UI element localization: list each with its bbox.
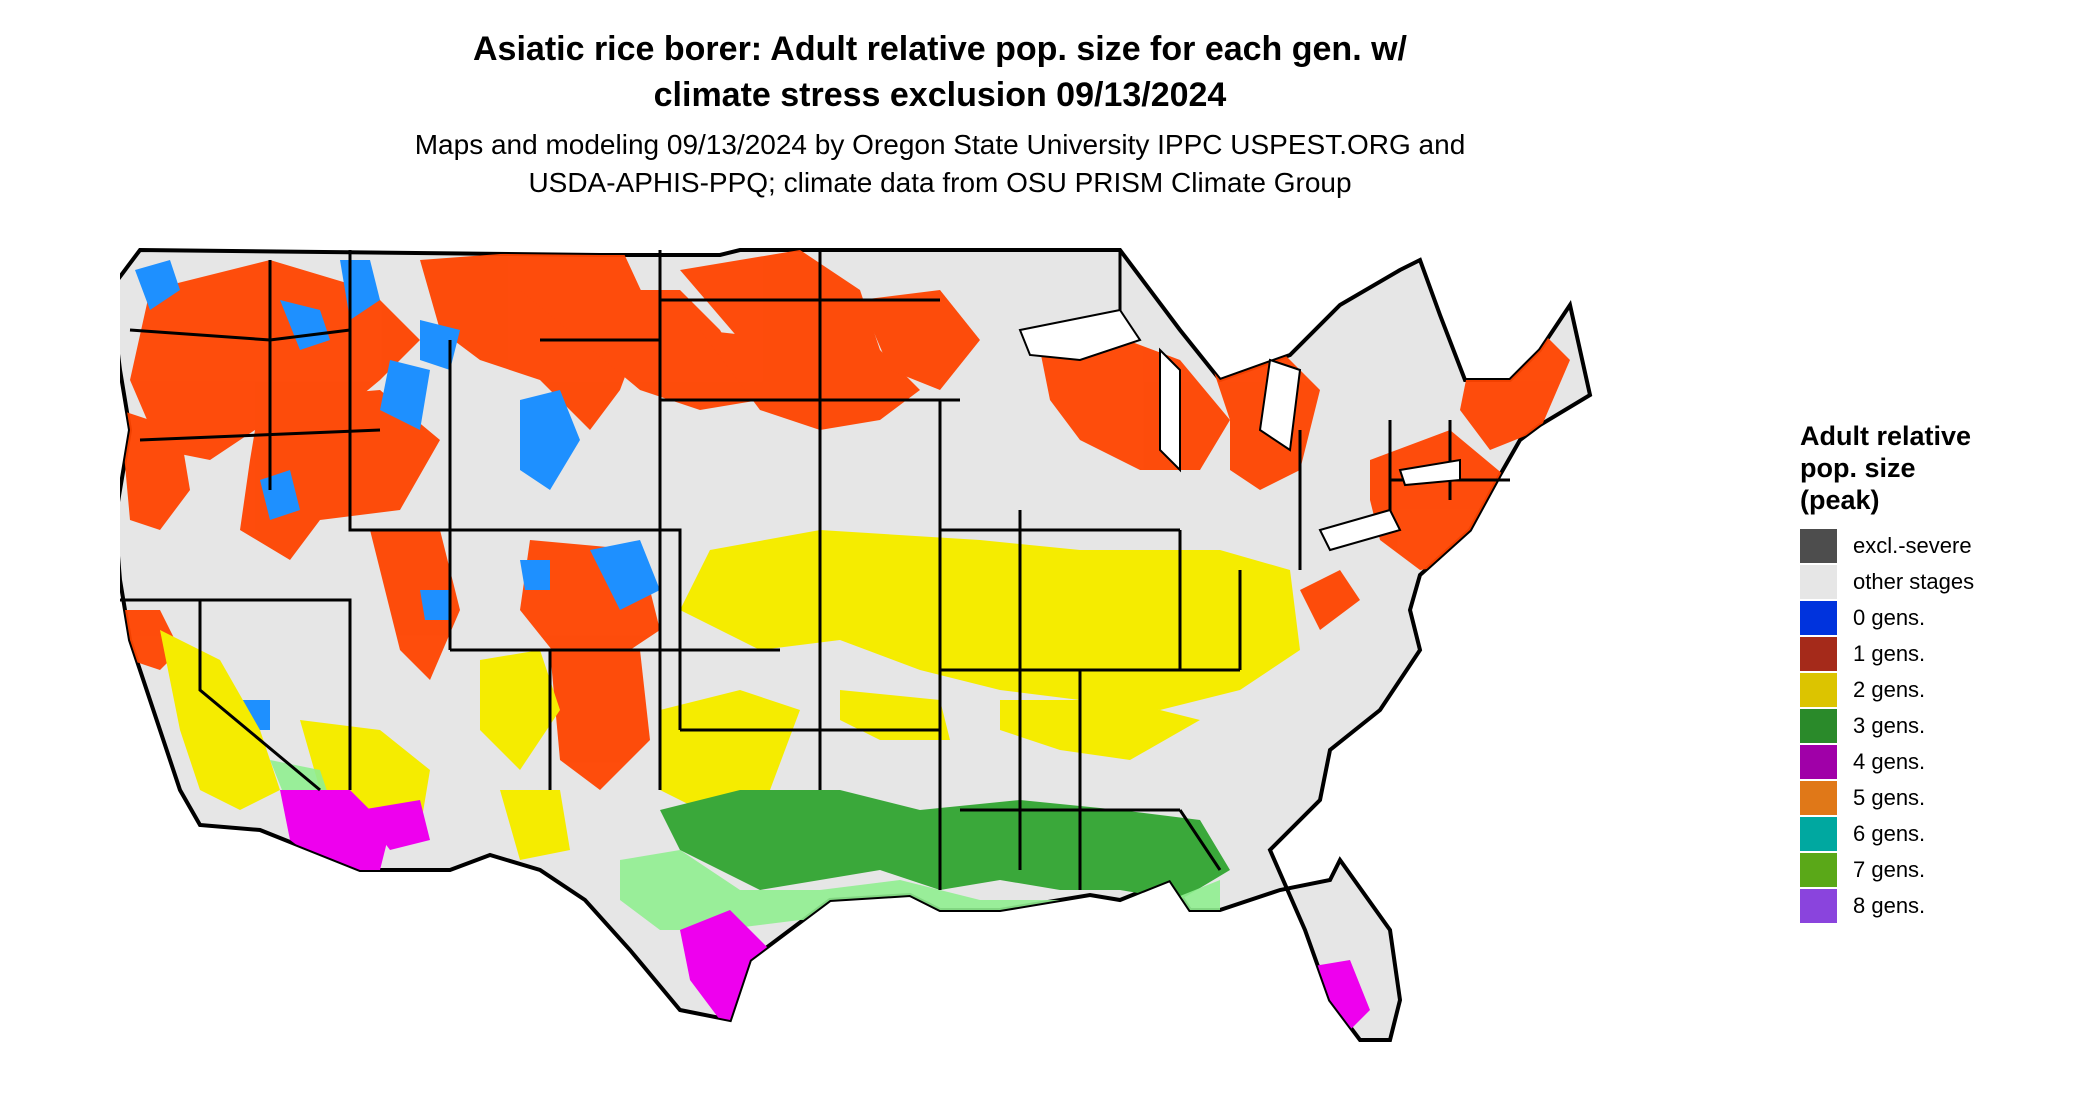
legend-swatch: [1800, 853, 1837, 887]
legend-item: excl.-severe: [1800, 528, 1974, 564]
legend-swatch: [1800, 673, 1837, 707]
legend-item: 1 gens.: [1800, 636, 1974, 672]
legend-swatch: [1800, 709, 1837, 743]
map-title-line-2: climate stress exclusion 09/13/2024: [653, 76, 1227, 114]
map-title: Asiatic rice borer: Adult relative pop. …: [0, 26, 1880, 118]
legend-item: 0 gens.: [1800, 600, 1974, 636]
legend-label: 1 gens.: [1853, 641, 1926, 666]
legend-label: excl.-severe: [1853, 533, 1972, 558]
legend-item: 3 gens.: [1800, 708, 1974, 744]
map-subtitle: Maps and modeling 09/13/2024 by Oregon S…: [0, 126, 1880, 202]
three-gen-region: [660, 790, 1230, 900]
two-gen-region: [160, 530, 1300, 860]
legend-label: 8 gens.: [1853, 893, 1926, 918]
legend-label: 6 gens.: [1853, 821, 1926, 846]
legend-swatch: [1800, 565, 1837, 599]
legend-swatch: [1800, 601, 1837, 635]
state-borders: [120, 250, 1510, 890]
legend-swatch: [1800, 781, 1837, 815]
legend-title-line-2: pop. size: [1800, 453, 1916, 483]
legend-item: 7 gens.: [1800, 852, 1974, 888]
legend-swatch: [1800, 889, 1837, 923]
map-title-line-1: Asiatic rice borer: Adult relative pop. …: [473, 30, 1407, 68]
map-subtitle-line-2: USDA-APHIS-PPQ; climate data from OSU PR…: [528, 167, 1352, 198]
legend-swatch: [1800, 817, 1837, 851]
legend-item: 8 gens.: [1800, 888, 1974, 924]
legend-title: Adult relative pop. size (peak): [1800, 420, 1974, 516]
legend-label: 2 gens.: [1853, 677, 1926, 702]
great-lakes: [1018, 308, 1461, 552]
legend-label: 3 gens.: [1853, 713, 1926, 738]
legend-label: 4 gens.: [1853, 749, 1926, 774]
legend-swatch: [1800, 529, 1837, 563]
legend-title-line-3: (peak): [1800, 485, 1880, 515]
legend-item: 4 gens.: [1800, 744, 1974, 780]
legend-label: other stages: [1853, 569, 1975, 594]
one-gen-region: [120, 250, 1570, 790]
legend-label: 0 gens.: [1853, 605, 1926, 630]
map-legend: Adult relative pop. size (peak) excl.-se…: [1800, 420, 1974, 924]
legend-item: other stages: [1800, 564, 1974, 600]
legend-label: 5 gens.: [1853, 785, 1926, 810]
legend-label: 7 gens.: [1853, 857, 1926, 882]
legend-item: 5 gens.: [1800, 780, 1974, 816]
legend-swatch: [1800, 637, 1837, 671]
legend-items: excl.-severe other stages 0 gens. 1 gens. 2 …: [1800, 528, 1974, 924]
map-subtitle-line-1: Maps and modeling 09/13/2024 by Oregon S…: [414, 129, 1466, 160]
legend-title-line-1: Adult relative: [1800, 421, 1972, 451]
legend-item: 6 gens.: [1800, 816, 1974, 852]
us-map: [120, 247, 1593, 1042]
legend-item: 2 gens.: [1800, 672, 1974, 708]
legend-swatch: [1800, 745, 1837, 779]
